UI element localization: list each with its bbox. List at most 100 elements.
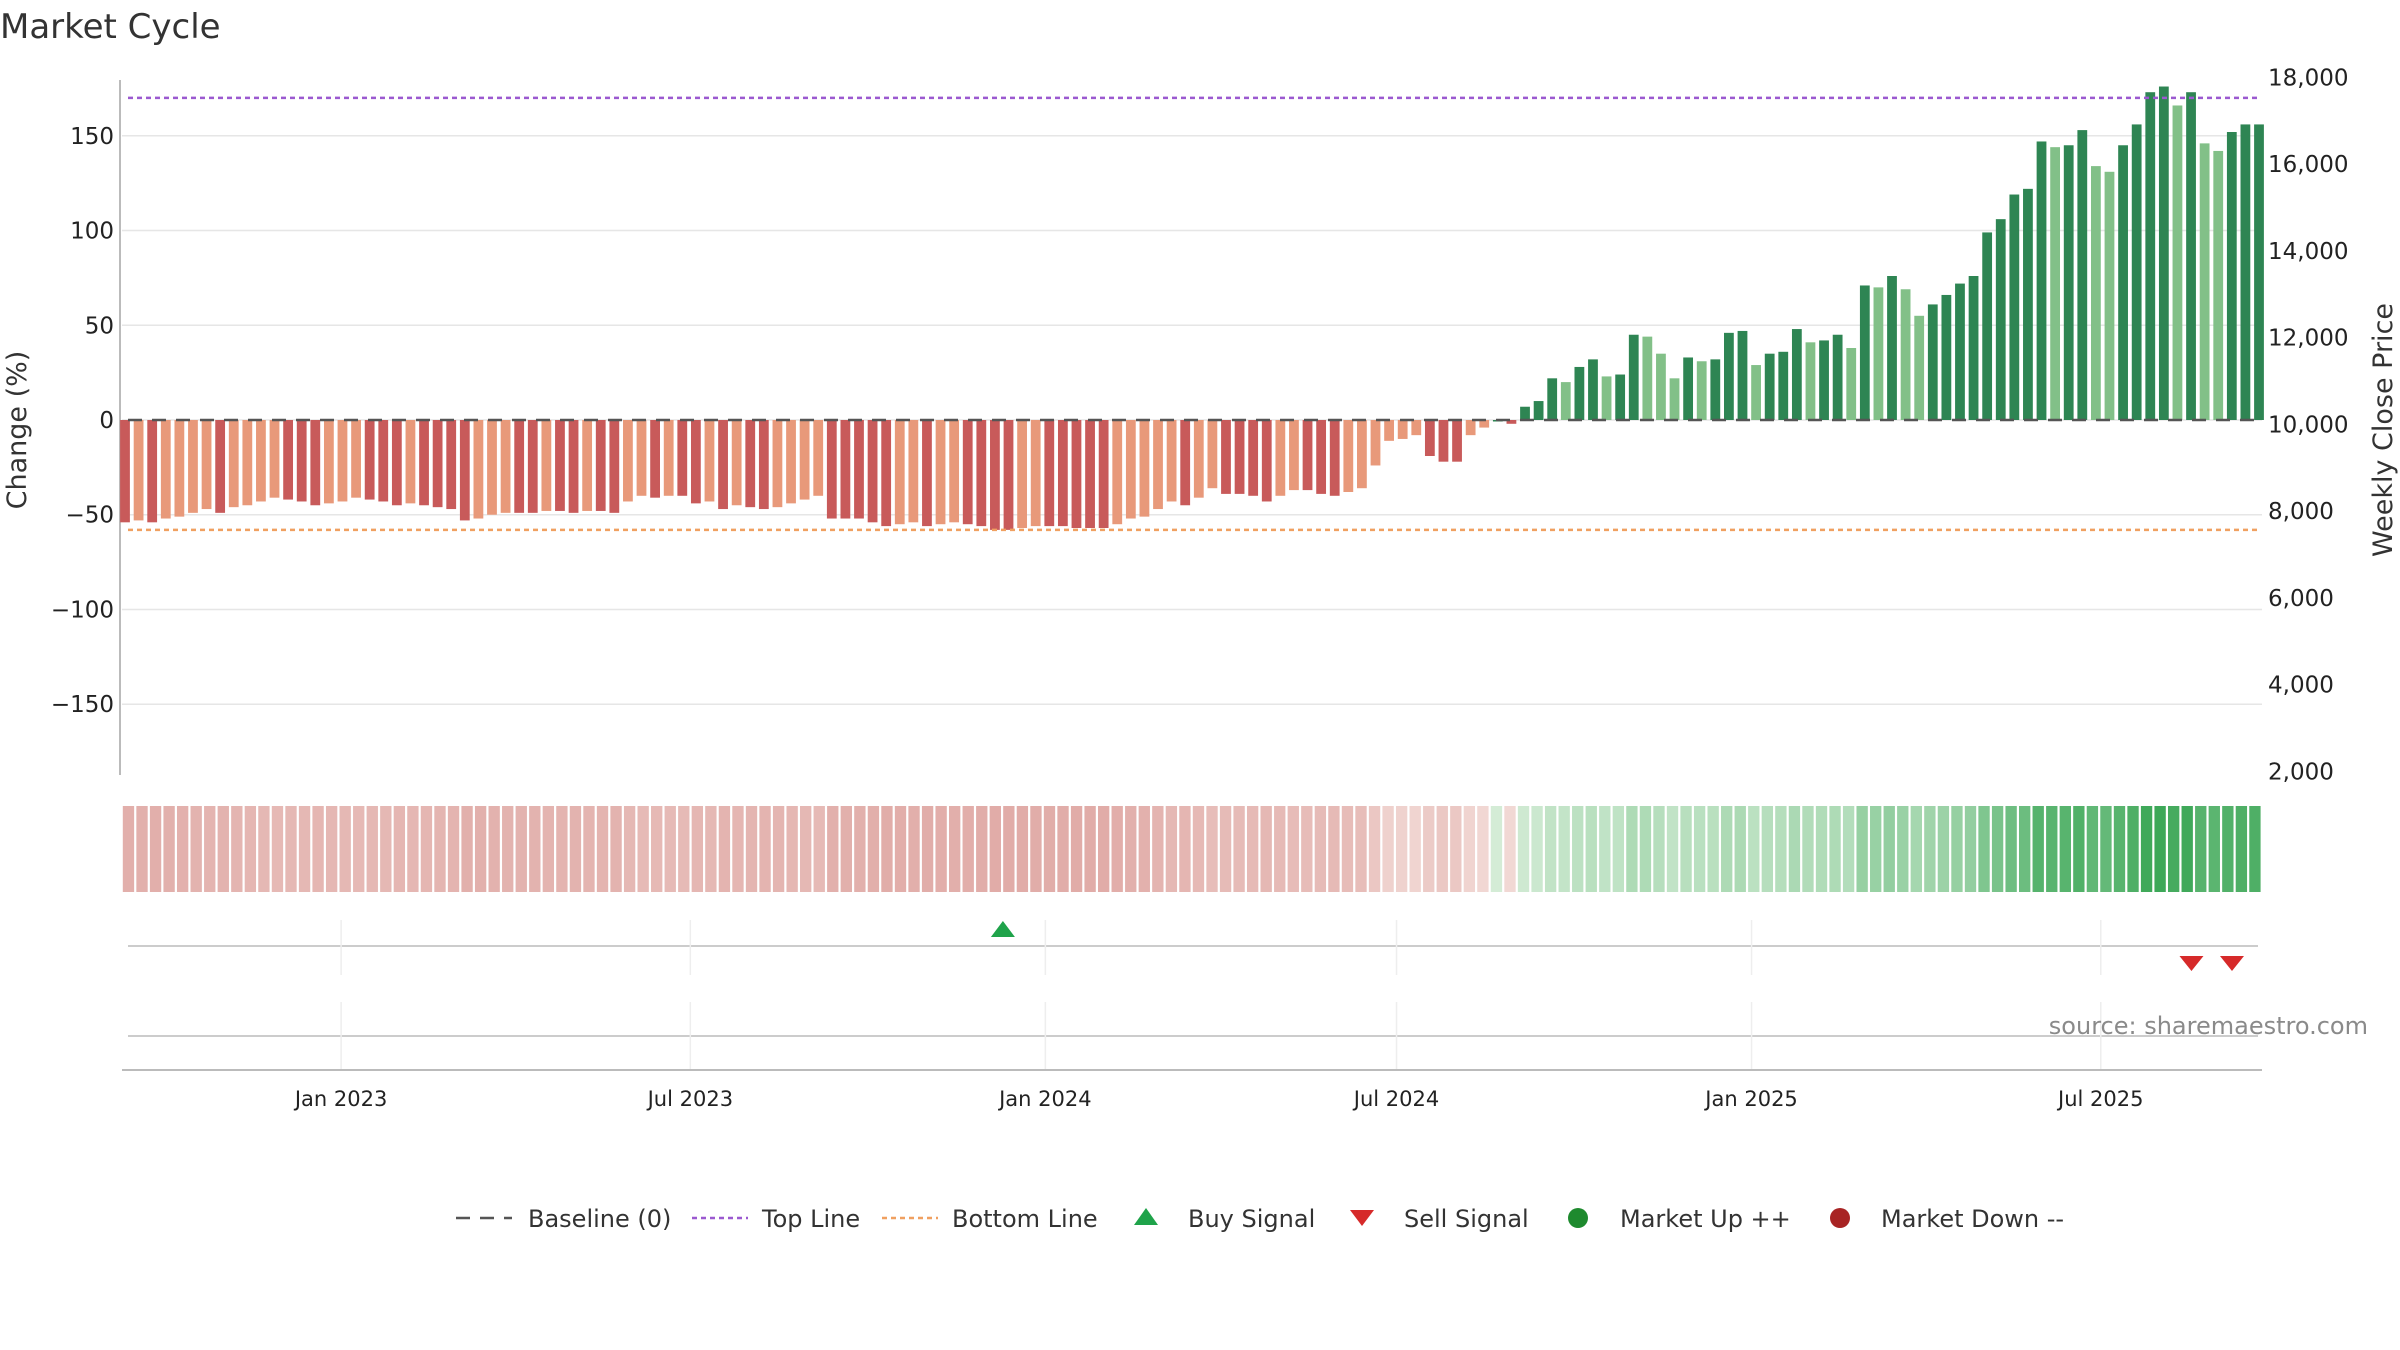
heat-cell (1219, 806, 1232, 892)
heat-cell (1287, 806, 1299, 892)
heat-cell (258, 806, 270, 892)
source-note: source: sharemaestro.com (2049, 1012, 2368, 1040)
heat-cell (1870, 806, 1882, 892)
bar (623, 420, 633, 502)
heat-cell (1693, 806, 1706, 892)
buy-signal-marker (990, 921, 1015, 937)
bar (459, 420, 470, 521)
bar (1506, 420, 1517, 424)
bar (1166, 420, 1177, 502)
heat-cell (583, 806, 595, 892)
bar (690, 420, 701, 504)
bar (772, 420, 783, 508)
heat-cell (1599, 806, 1611, 892)
y-right-tick-label: 14,000 (2268, 239, 2348, 265)
bar (1628, 334, 1639, 420)
bar (786, 420, 796, 504)
heat-cell (1653, 806, 1665, 892)
legend-label: Baseline (0) (528, 1205, 671, 1233)
legend-swatch-sell (1350, 1210, 1374, 1226)
heat-cell (1991, 806, 2004, 892)
heat-cell (1842, 806, 1855, 892)
bar (296, 420, 307, 502)
bar (1859, 285, 1870, 420)
heat-cell (2073, 806, 2085, 892)
heat-cell (1355, 806, 1367, 892)
bar (1805, 342, 1816, 420)
bar (1193, 420, 1204, 498)
heat-cell (1423, 806, 1435, 892)
heat-cell (1111, 806, 1123, 892)
bar (609, 420, 620, 513)
bar (1887, 276, 1897, 420)
bar (1343, 420, 1354, 492)
heat-cell (800, 806, 812, 892)
bar (1764, 353, 1775, 420)
heat-cell (1233, 806, 1245, 892)
heat-cell (732, 806, 744, 892)
heat-cell (2127, 806, 2139, 892)
bar (541, 420, 552, 511)
heat-cell (1382, 806, 1394, 892)
heat-cell (1450, 806, 1462, 892)
heat-cell (1341, 806, 1354, 892)
heat-cell (285, 806, 297, 892)
bar (228, 420, 239, 508)
heat-cell (393, 806, 406, 892)
heat-cell (745, 806, 758, 892)
bar (745, 420, 756, 508)
bar (1574, 366, 1585, 420)
bar (1696, 361, 1707, 420)
heat-cell (1707, 806, 1719, 892)
bar (160, 420, 171, 519)
bar (1819, 340, 1829, 420)
reference-lines (128, 96, 2258, 532)
heat-cell (2005, 806, 2017, 892)
bar (1302, 420, 1313, 491)
heat-cell (2208, 806, 2220, 892)
heat-cell (1274, 806, 1286, 892)
legend: Baseline (0) Top Line Bottom Line Buy Signa… (456, 1205, 2064, 1233)
bar (826, 420, 837, 519)
heat-cell (1192, 806, 1205, 892)
heat-cell (1558, 806, 1570, 892)
heat-cell (1788, 806, 1801, 892)
bar (731, 420, 742, 506)
bar (256, 420, 266, 502)
bar (2186, 92, 2196, 421)
heat-cell (623, 806, 636, 892)
bar (894, 420, 905, 525)
heat-cell (190, 806, 202, 892)
heat-cell (339, 806, 351, 892)
bar (1234, 420, 1245, 494)
signal-panel (128, 920, 2258, 1070)
heat-cell (136, 806, 148, 892)
bar (1900, 289, 1911, 420)
heat-cell (1585, 806, 1597, 892)
heat-cell (2100, 806, 2112, 892)
heat-cell (786, 806, 798, 892)
heat-cell (1301, 806, 1313, 892)
heat-cell (569, 806, 582, 892)
bar (1098, 420, 1109, 528)
bar (650, 420, 660, 498)
bar (201, 420, 212, 510)
y-right-tick-label: 18,000 (2268, 65, 2348, 91)
x-axis-ticks: Jan 2023 Jul 2023 Jan 2024 Jul 2024 Jan 2025… (122, 1069, 2262, 1111)
heat-cell (1531, 806, 1543, 892)
bar (446, 420, 457, 510)
heat-cell (2019, 806, 2031, 892)
heat-cell (1125, 806, 1137, 892)
heat-cell (759, 806, 771, 892)
bar (174, 420, 185, 517)
bar (1873, 287, 1884, 420)
y-axis-left-ticks: 150 100 50 0 −50 −100 −150 (51, 124, 114, 718)
bar (500, 420, 511, 513)
bar (2090, 166, 2101, 420)
bar (2254, 124, 2264, 420)
bar (1329, 420, 1340, 496)
bar (1791, 329, 1802, 420)
heat-cell (1138, 806, 1150, 892)
heat-cell (542, 806, 555, 892)
